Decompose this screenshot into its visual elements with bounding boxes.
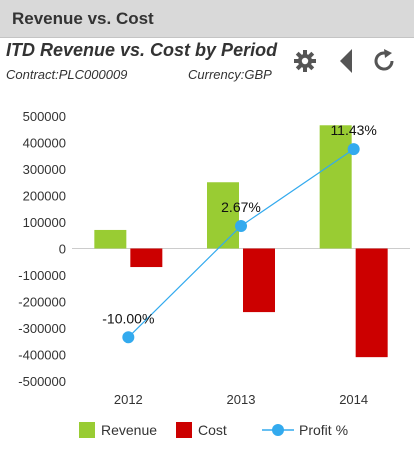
legend-cost-label: Cost	[198, 422, 227, 438]
profit-data-label: 2.67%	[221, 199, 261, 215]
cost-bar	[243, 248, 275, 313]
y-tick-label: -200000	[18, 295, 66, 310]
legend-profit-label: Profit %	[299, 422, 348, 438]
back-triangle-icon[interactable]	[332, 46, 360, 76]
y-axis-labels: 500000 400000 300000 200000 100000 0 -100000 -2…	[18, 109, 66, 389]
gear-icon[interactable]	[291, 46, 319, 76]
y-tick-label: 500000	[23, 109, 66, 124]
panel-header: Revenue vs. Cost	[0, 0, 414, 38]
profit-point	[122, 331, 135, 344]
y-tick-label: -400000	[18, 348, 66, 363]
y-tick-label: 100000	[23, 215, 66, 230]
y-tick-label: -500000	[18, 374, 66, 389]
currency-label: Currency:GBP	[188, 67, 272, 82]
x-tick-label: 2014	[339, 392, 368, 407]
profit-data-label: -10.00%	[102, 310, 154, 326]
profit-data-label: 11.43%	[330, 122, 376, 138]
legend-revenue-label: Revenue	[101, 422, 157, 438]
profit-series: -10.00% 2.67% 11.43%	[102, 122, 377, 344]
contract-label: Contract:PLC000009	[6, 67, 128, 82]
y-tick-label: -100000	[18, 268, 66, 283]
chart-title: ITD Revenue vs. Cost by Period	[6, 40, 278, 60]
profit-point	[235, 219, 247, 232]
x-tick-label: 2012	[114, 392, 143, 407]
panel-title: Revenue vs. Cost	[12, 9, 154, 28]
x-axis-labels: 2012 2013 2014	[114, 392, 368, 407]
refresh-icon[interactable]	[370, 46, 398, 76]
revenue-bar	[319, 125, 352, 249]
legend-revenue-swatch	[79, 422, 95, 438]
y-tick-label: 0	[59, 242, 66, 257]
legend-profit-marker	[272, 424, 284, 436]
legend-cost-swatch	[176, 422, 192, 438]
revenue-bar	[94, 229, 127, 249]
y-tick-label: 200000	[23, 189, 66, 204]
bars	[94, 125, 388, 358]
y-tick-label: 300000	[23, 162, 66, 177]
y-tick-label: 400000	[23, 136, 66, 151]
cost-bar	[355, 248, 388, 358]
revenue-bar	[207, 182, 239, 249]
cost-bar	[130, 248, 163, 268]
chart-legend: Revenue Cost Profit %	[79, 422, 348, 438]
y-tick-label: -300000	[18, 321, 66, 336]
x-tick-label: 2013	[227, 392, 256, 407]
profit-point	[347, 143, 360, 156]
